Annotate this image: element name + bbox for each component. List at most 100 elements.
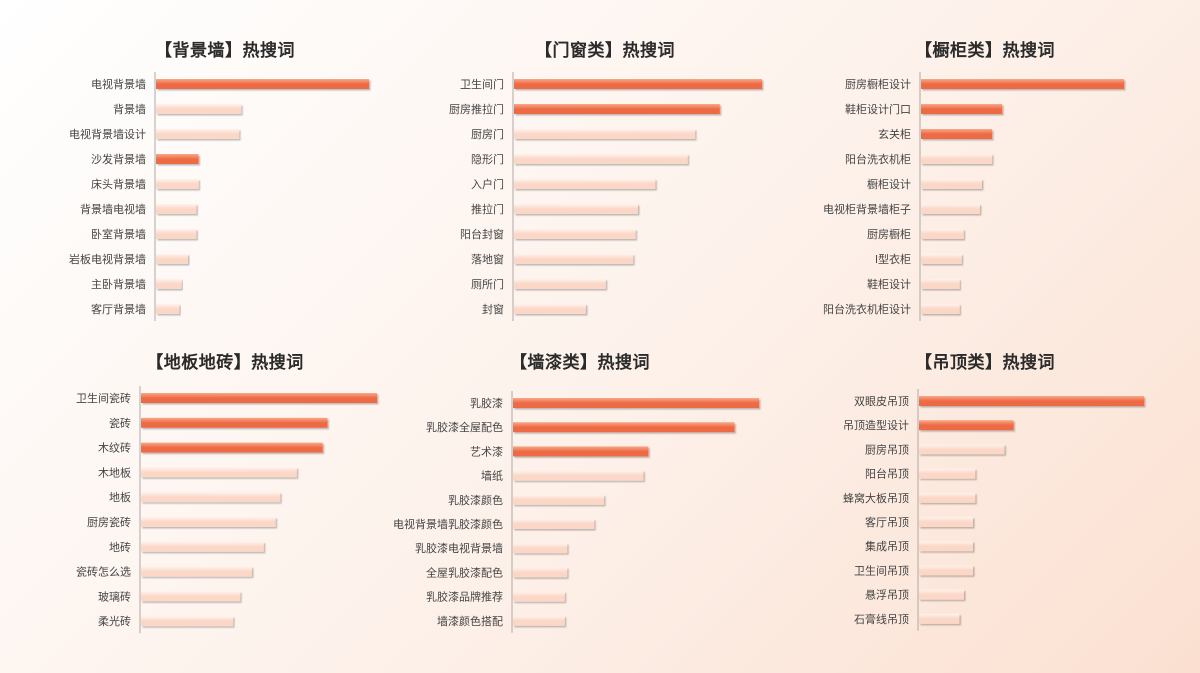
category-label: 全屋乳胶漆配色	[426, 565, 503, 579]
bar	[514, 204, 638, 214]
category-label: 入户门	[471, 177, 504, 191]
category-label: 客厅背景墙	[91, 302, 146, 316]
bar	[919, 420, 1014, 431]
category-label: 乳胶漆品牌推荐	[426, 590, 503, 604]
category-label: 地板	[109, 490, 131, 504]
bar	[919, 396, 1144, 406]
bar	[141, 492, 281, 503]
bar	[919, 541, 973, 552]
bar	[141, 591, 241, 602]
chart-panel-3: 【橱柜类】热搜词 厨房橱柜设计 鞋柜设计门口 玄关柜 阳台洗衣机柜 橱柜设计 电视柜背景墙…	[800, 36, 1170, 326]
category-label: 墙漆颜色搭配	[437, 614, 503, 628]
category-label: 墙纸	[481, 469, 503, 483]
bar	[156, 204, 197, 214]
bar	[156, 304, 180, 314]
category-label: 木纹砖	[98, 441, 131, 455]
chart-panel-5: 【墙漆类】热搜词 乳胶漆 乳胶漆全屋配色 艺术漆 墙纸 乳胶漆颜色 电视背景墙乳胶漆颜色乳…	[370, 348, 790, 648]
category-label: 厨房吊顶	[865, 443, 909, 456]
category-label: 双眼皮吊顶	[854, 395, 909, 408]
chart-panel-2: 【门窗类】热搜词 卫生间门厨房推拉门厨房门隐形门入户门推拉门阳台封窗落地窗厕所门…	[420, 36, 790, 326]
category-label: 蜂窝大板吊顶	[843, 491, 909, 505]
bar	[919, 444, 1005, 455]
chart-panel-4: 【地板地砖】热搜词 卫生间瓷砖 瓷砖 木纹砖 木地板 地板 厨房瓷砖 地砖 瓷砖怎么选 玻璃砖柔…	[40, 348, 410, 648]
bar	[513, 494, 605, 505]
bar	[919, 468, 976, 479]
bar	[156, 279, 182, 289]
bar	[921, 254, 962, 264]
category-label: 悬浮吊顶	[865, 589, 909, 602]
category-label: 封窗	[482, 302, 504, 316]
category-label: 鞋柜设计门口	[845, 102, 911, 116]
category-label: 推拉门	[471, 202, 504, 216]
category-label: 沙发背景墙	[91, 152, 146, 166]
category-label: 乳胶漆	[470, 396, 503, 410]
bar	[141, 442, 323, 453]
chart-panel-1: 【背景墙】热搜词 电视背景墙 背景墙 电视背景墙设计 沙发背景墙 床头背景墙 背景墙电视墙…	[40, 36, 410, 326]
category-label: 玻璃砖	[98, 589, 131, 603]
chart-title: 【地板地砖】热搜词	[146, 353, 304, 373]
chart-panel-6: 【吊顶类】热搜词 双眼皮吊顶 吊顶造型设计 厨房吊顶 阳台吊顶 蜂窝大板吊顶 客厅吊顶 集成…	[800, 348, 1170, 648]
category-label: 电视背景墙乳胶漆颜色	[393, 517, 503, 531]
category-label: 瓷砖	[109, 416, 131, 430]
category-label: 厨房门	[471, 127, 504, 141]
category-label: 背景墙电视墙	[80, 202, 146, 216]
bar	[514, 179, 656, 189]
category-label: 乳胶漆全屋配色	[426, 420, 503, 434]
category-label: 艺术漆	[470, 445, 503, 458]
category-label: 主卧背景墙	[91, 277, 146, 291]
category-label: l型衣柜	[875, 252, 911, 266]
category-label: 卫生间瓷砖	[76, 391, 131, 405]
category-label: 床头背景墙	[91, 177, 146, 191]
chart-title: 【吊顶类】热搜词	[915, 353, 1055, 373]
bar	[514, 254, 634, 264]
chart-title: 【门窗类】热搜词	[535, 41, 675, 61]
bar	[514, 104, 720, 114]
bar	[156, 104, 242, 114]
category-label: 集成吊顶	[865, 539, 909, 553]
bar	[156, 229, 197, 239]
category-label: 厨房橱柜	[867, 227, 911, 241]
bar	[513, 422, 735, 433]
bar	[513, 446, 649, 457]
chart-title: 【背景墙】热搜词	[155, 41, 295, 61]
bar	[156, 254, 188, 264]
category-label: 电视柜背景墙柜子	[823, 202, 911, 216]
bar	[919, 565, 973, 576]
category-label: 吊顶造型设计	[843, 418, 909, 432]
category-label: 玄关柜	[878, 127, 911, 141]
category-label: 卫生间门	[460, 77, 504, 91]
bar	[514, 129, 696, 139]
category-label: 厨房瓷砖	[87, 515, 131, 529]
category-label: 卧室背景墙	[91, 227, 146, 241]
bar	[514, 229, 636, 239]
category-label: 阳台洗衣机柜设计	[823, 302, 911, 316]
bar	[921, 154, 993, 164]
bar	[141, 517, 276, 527]
bar	[921, 229, 964, 239]
bar	[921, 204, 980, 214]
chart-title: 【橱柜类】热搜词	[915, 41, 1055, 61]
bar	[921, 279, 960, 289]
category-label: 落地窗	[471, 252, 504, 266]
bar	[514, 304, 586, 314]
category-label: 电视背景墙	[91, 77, 146, 91]
bar	[513, 591, 565, 602]
bar	[513, 470, 644, 481]
bar	[141, 467, 297, 478]
bar	[921, 129, 993, 139]
category-label: 厨房推拉门	[449, 102, 504, 116]
category-label: 阳台封窗	[460, 227, 504, 241]
category-label: 柔光砖	[98, 614, 131, 628]
category-label: 隐形门	[471, 152, 504, 166]
bar	[513, 519, 595, 529]
category-label: 鞋柜设计	[867, 277, 911, 291]
bar	[919, 613, 960, 624]
bar	[514, 79, 762, 89]
bar	[919, 589, 964, 600]
category-label: 厨房橱柜设计	[845, 77, 911, 91]
bar	[919, 492, 976, 503]
category-label: 厕所门	[471, 277, 504, 291]
category-label: 岩板电视背景墙	[69, 252, 146, 266]
